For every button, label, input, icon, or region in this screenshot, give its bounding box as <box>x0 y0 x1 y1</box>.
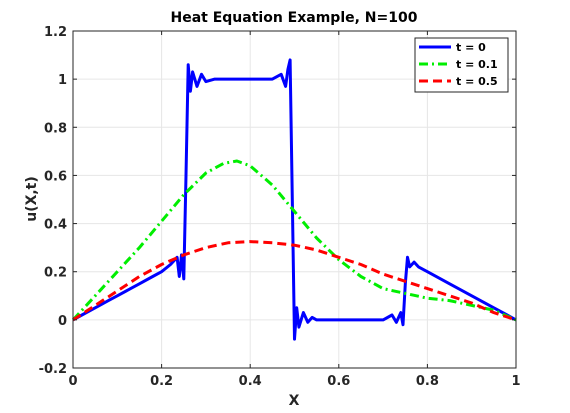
legend-label-t0: t = 0 <box>456 41 486 54</box>
series-lines <box>71 58 517 341</box>
y-tick-label: 0 <box>58 314 67 329</box>
y-tick-label: -0.2 <box>39 362 67 377</box>
legend-label-t01: t = 0.1 <box>456 58 498 71</box>
chart-title: Heat Equation Example, N=100 <box>171 10 418 26</box>
y-tick-label: 0.2 <box>44 266 67 281</box>
y-tick-label: 1 <box>58 73 67 88</box>
legend: t = 0 t = 0.1 t = 0.5 <box>414 37 509 93</box>
series-line-t0 <box>72 58 517 341</box>
series-line-t01 <box>71 159 517 322</box>
y-tick-label: 0.8 <box>44 121 67 136</box>
x-tick-label: 0.2 <box>150 374 173 389</box>
x-axis-label: X <box>289 393 300 409</box>
x-tick-label: 0.8 <box>416 374 439 389</box>
legend-label-t05: t = 0.5 <box>456 75 498 88</box>
plot-frame <box>72 30 517 369</box>
x-tick-label: 0 <box>68 374 77 389</box>
x-tick-label: 1 <box>511 374 520 389</box>
y-tick-label: 1.2 <box>44 25 67 40</box>
y-tick-label: 0.6 <box>44 169 67 184</box>
y-tick-label: 0.4 <box>44 218 67 233</box>
ticks: 0 0.2 0.4 0.6 0.8 1-0.200.20.40.60.811.2 <box>39 25 521 389</box>
y-axis-label: u(X,t) <box>24 176 40 222</box>
x-tick-label: 0.4 <box>239 374 262 389</box>
x-tick-label: 0.6 <box>327 374 350 389</box>
series-line-t05 <box>72 240 517 322</box>
